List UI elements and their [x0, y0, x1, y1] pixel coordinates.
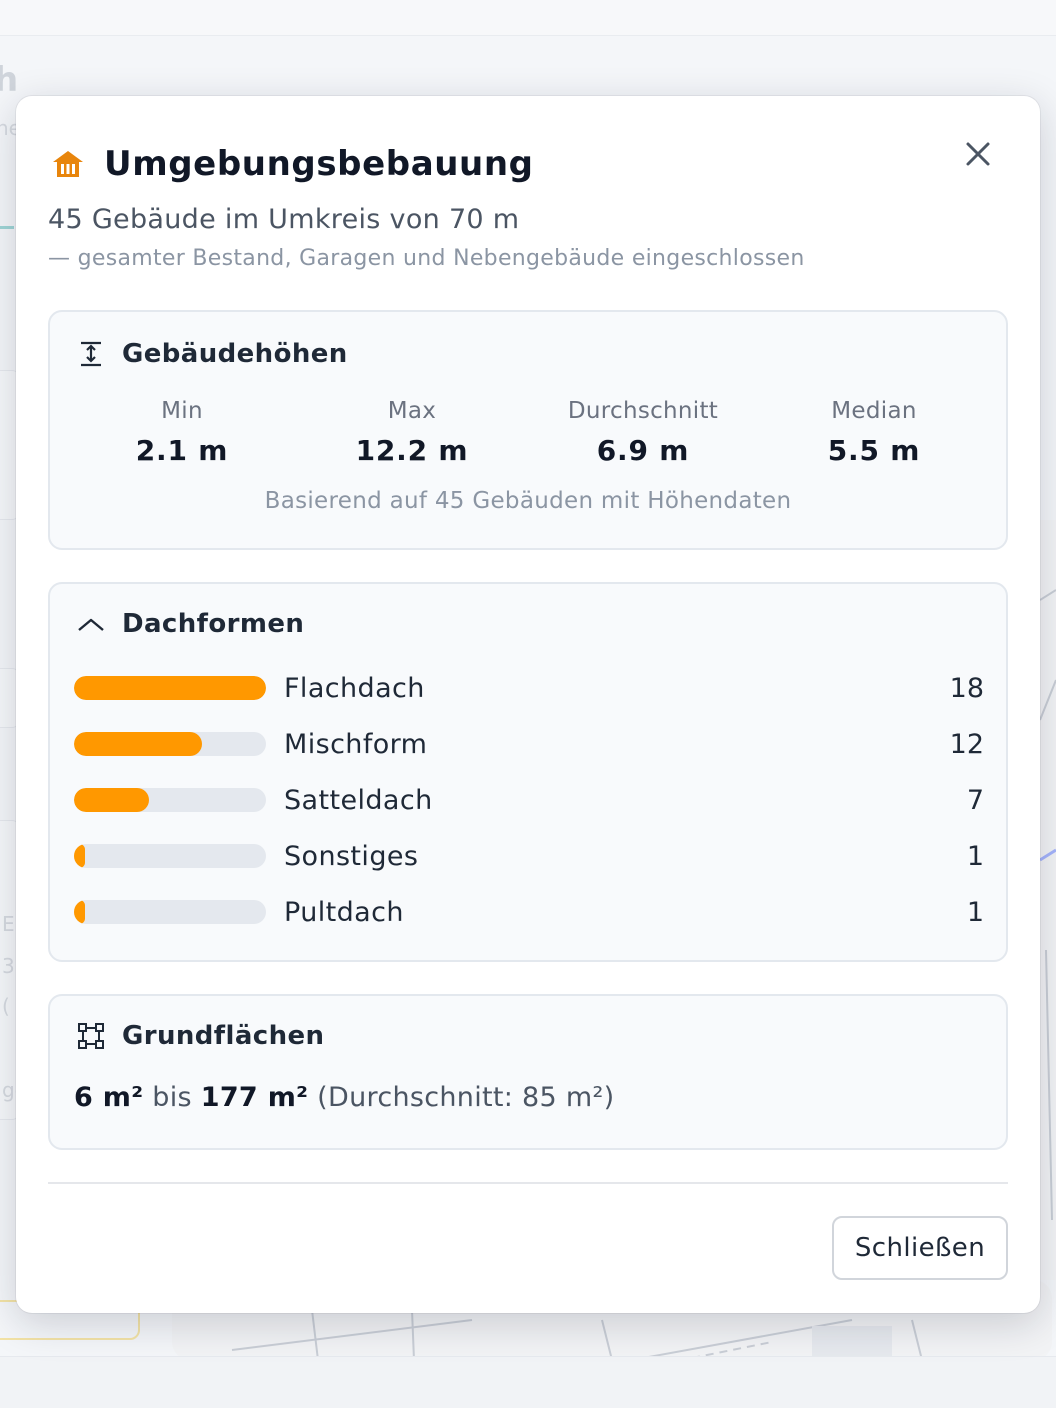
- area-title: Grundflächen: [122, 1021, 325, 1051]
- stat-value: 2.1 m: [135, 434, 229, 467]
- background-map-edge: [1040, 520, 1056, 1280]
- close-icon: [964, 140, 992, 172]
- roof-bar-fill: [74, 900, 85, 924]
- building-icon: [48, 144, 88, 184]
- roof-type-count: 7: [966, 784, 984, 816]
- roofs-header: Dachformen: [76, 606, 304, 642]
- roof-type-label: Mischform: [284, 728, 428, 760]
- area-average: (Durchschnitt: 85 m²): [317, 1082, 615, 1113]
- roof-bar-track: [74, 900, 266, 924]
- heights-title: Gebäudehöhen: [122, 339, 348, 369]
- height-stat-average: Durchschnitt 6.9 m: [543, 398, 743, 467]
- roof-bar-fill: [74, 844, 85, 868]
- stat-value: 12.2 m: [355, 434, 469, 467]
- summary-note: — gesamter Bestand, Garagen und Nebengeb…: [48, 246, 805, 271]
- dialog-title: Umgebungsbebauung: [104, 144, 534, 184]
- dialog-header: Umgebungsbebauung: [48, 140, 1008, 188]
- roof-icon: [76, 609, 106, 639]
- roof-type-label: Pultdach: [284, 896, 404, 928]
- background-subtext: ne: [0, 116, 21, 140]
- roof-type-row: Sonstiges 1: [74, 836, 984, 876]
- roof-type-count: 1: [966, 896, 984, 928]
- stat-label: Max: [387, 398, 437, 424]
- height-icon: [76, 339, 106, 369]
- roof-type-count: 1: [966, 840, 984, 872]
- background-accent-line: [0, 226, 14, 229]
- stat-label: Median: [831, 398, 917, 424]
- background-heading: h: [0, 60, 19, 100]
- background-text: E: [2, 912, 15, 936]
- building-count-summary: 45 Gebäude im Umkreis von 70 m: [48, 204, 520, 235]
- stat-label: Durchschnitt: [567, 398, 719, 424]
- roof-type-row: Mischform 12: [74, 724, 984, 764]
- area-header: Grundflächen: [76, 1018, 324, 1054]
- roof-bar-track: [74, 788, 266, 812]
- roof-bar-track: [74, 676, 266, 700]
- stat-value: 5.5 m: [827, 434, 921, 467]
- footer-divider: [48, 1182, 1008, 1184]
- roof-type-count: 12: [949, 728, 984, 760]
- roof-type-label: Sonstiges: [284, 840, 419, 872]
- area-icon: [76, 1021, 106, 1051]
- area-range: 6 m² bis 177 m² (Durchschnitt: 85 m²): [74, 1082, 614, 1113]
- roof-bar-fill: [74, 732, 202, 756]
- surroundings-dialog: Umgebungsbebauung 45 Gebäude im Umkreis …: [16, 96, 1040, 1313]
- background-text: (: [2, 994, 10, 1018]
- background-footer: [0, 1356, 1056, 1408]
- roof-bar-fill: [74, 676, 266, 700]
- area-max: 177 m²: [200, 1082, 309, 1113]
- roof-types-panel: Dachformen Flachdach 18 Mischform 12 Satteld…: [48, 582, 1008, 962]
- roofs-title: Dachformen: [122, 609, 305, 639]
- roof-bar-fill: [74, 788, 149, 812]
- roof-type-row: Flachdach 18: [74, 668, 984, 708]
- height-stat-median: Median 5.5 m: [774, 398, 974, 467]
- close-dialog-button[interactable]: Schließen: [832, 1216, 1008, 1280]
- footprint-panel: Grundflächen 6 m² bis 177 m² (Durchschni…: [48, 994, 1008, 1150]
- roof-bar-track: [74, 844, 266, 868]
- building-heights-panel: Gebäudehöhen Min 2.1 m Max 12.2 m Durchs…: [48, 310, 1008, 550]
- background-topbar: [0, 0, 1056, 36]
- roof-type-label: Satteldach: [284, 784, 433, 816]
- area-connector: bis: [152, 1082, 192, 1113]
- roof-type-count: 18: [949, 672, 984, 704]
- roof-type-row: Satteldach 7: [74, 780, 984, 820]
- roof-type-row: Pultdach 1: [74, 892, 984, 932]
- heights-note: Basierend auf 45 Gebäuden mit Höhendaten: [264, 488, 792, 514]
- height-stat-min: Min 2.1 m: [82, 398, 282, 467]
- close-button[interactable]: [956, 134, 1000, 178]
- roof-bar-track: [74, 732, 266, 756]
- height-stat-max: Max 12.2 m: [312, 398, 512, 467]
- stat-value: 6.9 m: [596, 434, 690, 467]
- roof-type-label: Flachdach: [284, 672, 425, 704]
- area-min: 6 m²: [74, 1082, 144, 1113]
- stat-label: Min: [161, 398, 203, 424]
- heights-header: Gebäudehöhen: [76, 336, 348, 372]
